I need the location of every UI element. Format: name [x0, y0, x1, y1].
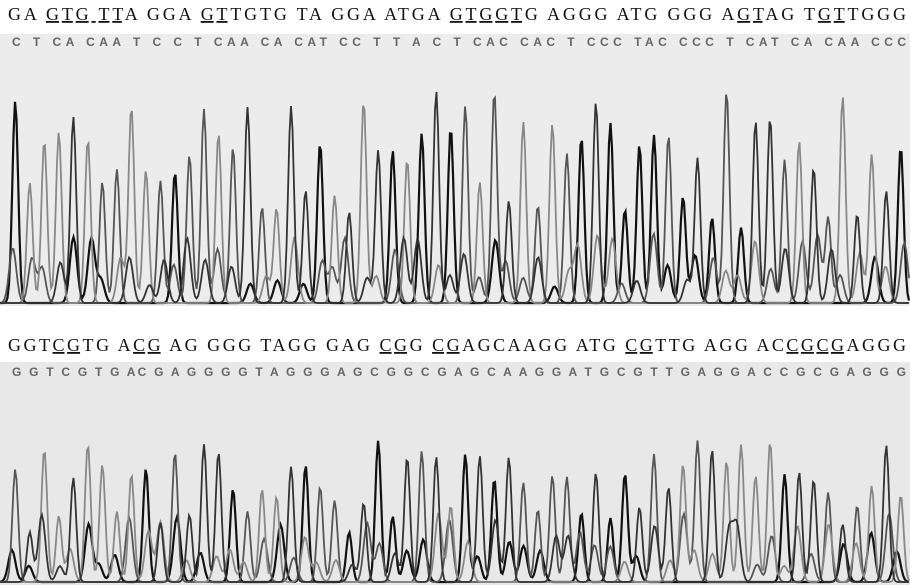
underlined-bases: CG [432, 335, 460, 355]
bases: G [410, 335, 430, 355]
underlined-bases: CG [133, 335, 161, 355]
bases: TG A [83, 335, 131, 355]
figure: GA GTG TTA GGA GTTGTG TA GGA ATGA GTGGTG… [0, 0, 910, 585]
underlined-bases: GTGGT [450, 4, 522, 24]
bases: G AGGG ATG GGG A [525, 4, 734, 24]
underlined-bases: CG [53, 335, 81, 355]
underlined-bases: CG [625, 335, 653, 355]
base-calls: C T CA CAA T C C T CAA CA CAT CC T T A C… [12, 35, 906, 49]
underlined-bases: GTG TT [46, 4, 123, 24]
underlined-bases: CG [380, 335, 408, 355]
bases: GGT [8, 335, 50, 355]
bases: TGTG TA GGA ATGA [230, 4, 447, 24]
bases: TGGG [848, 4, 906, 24]
bases: AG T [765, 4, 815, 24]
bases: TTG AGG AC [655, 335, 784, 355]
bases: AGCAAGG ATG [462, 335, 623, 355]
bases: GA [8, 4, 43, 24]
